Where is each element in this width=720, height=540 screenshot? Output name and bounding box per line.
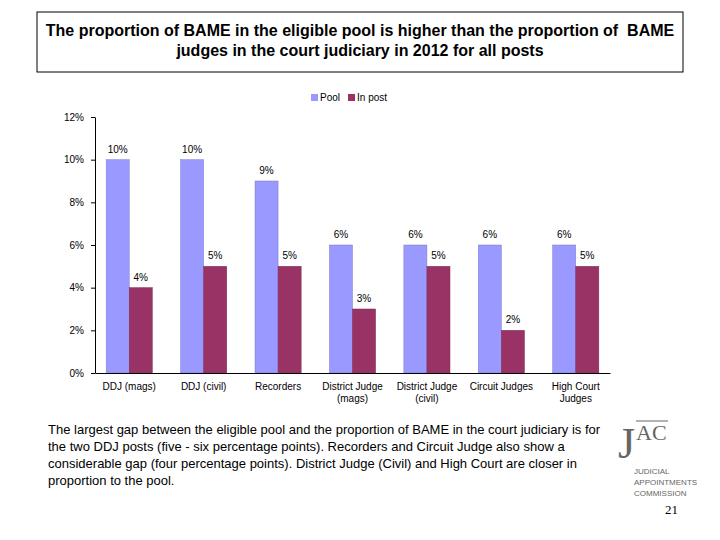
tick: Circuit Judges (470, 381, 533, 392)
data-label: 5% (580, 250, 595, 261)
tick-mark (91, 245, 95, 246)
bar (329, 245, 352, 373)
bar (404, 245, 427, 373)
legend-item: Pool (311, 92, 340, 103)
tick-mark (91, 288, 95, 289)
data-label: 10% (182, 144, 202, 155)
logo-text: JUDICIAL (634, 467, 670, 476)
logo-ac: AC (636, 420, 667, 445)
tick-label: 12% (64, 112, 84, 123)
category-label: DDJ (civil) (181, 381, 227, 392)
data-label: 5% (208, 250, 223, 261)
data-label: 6% (334, 229, 349, 240)
tick-label: 6% (70, 240, 85, 251)
tick-label: 4% (70, 282, 85, 293)
data-labels: 10% 10% 9% 6% 6% 6% 6% 4% 5% 5% 3% 5% 2% 5% (108, 144, 595, 326)
tick-mark (91, 373, 95, 374)
x-axis-line (96, 373, 611, 374)
logo-rule (636, 421, 668, 422)
data-label: 6% (557, 229, 572, 240)
data-label: 3% (357, 293, 372, 304)
tick: 8% (70, 197, 95, 208)
tick-mark (91, 202, 95, 203)
bars (106, 160, 599, 373)
data-label: 2% (506, 314, 521, 325)
category-label: Recorders (255, 381, 301, 392)
category-label: Circuit Judges (470, 381, 533, 392)
tick: High CourtJudges (552, 381, 600, 404)
y-axis: 0% 2% 4% 6% 8% 10% 12% (64, 112, 96, 379)
bar (278, 266, 301, 373)
tick: 6% (70, 240, 95, 251)
tick: 4% (70, 282, 95, 293)
tick: DDJ (mags) (103, 381, 156, 392)
logo-text: COMMISSION (634, 489, 687, 498)
series (129, 266, 599, 373)
x-axis: DDJ (mags) DDJ (civil) Recorders District J… (96, 374, 611, 405)
tick: DDJ (civil) (181, 381, 227, 392)
bar (478, 245, 501, 373)
tick: 12% (64, 112, 95, 123)
bar (106, 160, 129, 373)
bar (353, 309, 376, 373)
tick: Recorders (255, 381, 301, 392)
category-label: DDJ (mags) (103, 381, 156, 392)
legend-swatch (311, 94, 318, 101)
legend-item: In post (348, 92, 387, 103)
bar (553, 245, 576, 373)
category-label: District Judge(mags) (322, 381, 383, 404)
caption: The largest gap between the eligible poo… (48, 421, 608, 489)
bar (576, 266, 599, 373)
legend-label: In post (357, 92, 387, 103)
logo: JAC JUDICIAL APPOINTMENTS COMMISSION (618, 419, 697, 498)
logo-text: APPOINTMENTS (634, 478, 697, 487)
tick: 0% (70, 368, 95, 379)
y-axis-line (95, 118, 96, 374)
data-label: 9% (259, 165, 274, 176)
bar (181, 160, 204, 373)
category-label: High CourtJudges (552, 381, 600, 404)
legend-label: Pool (320, 92, 340, 103)
bar (129, 288, 152, 373)
data-label: 5% (431, 250, 446, 261)
tick-mark (91, 330, 95, 331)
tick: 2% (70, 325, 95, 336)
tick: District Judge(civil) (397, 381, 458, 404)
legend: Pool In post (311, 92, 387, 103)
tick-label: 2% (70, 325, 85, 336)
bar (501, 330, 524, 373)
legend-swatch (348, 94, 355, 101)
tick-label: 8% (70, 197, 85, 208)
tick: District Judge(mags) (322, 381, 383, 404)
logo-j: J (618, 419, 635, 468)
page-number: 21 (665, 502, 678, 517)
slide: The proportion of BAME in the eligible p… (0, 0, 720, 540)
data-label: 10% (108, 144, 128, 155)
bar (427, 266, 450, 373)
series (106, 160, 576, 373)
title: The proportion of BAME in the eligible p… (46, 22, 675, 59)
data-label: 4% (134, 272, 149, 283)
bar (204, 266, 227, 373)
category-label: District Judge(civil) (397, 381, 458, 404)
data-label: 6% (408, 229, 423, 240)
tick: 10% (64, 154, 95, 165)
bar (255, 181, 278, 373)
tick-label: 10% (64, 154, 84, 165)
tick-label: 0% (70, 368, 85, 379)
tick-mark (91, 160, 95, 161)
tick-mark (91, 117, 95, 118)
title-box (37, 12, 683, 72)
data-label: 5% (282, 250, 297, 261)
data-label: 6% (483, 229, 498, 240)
